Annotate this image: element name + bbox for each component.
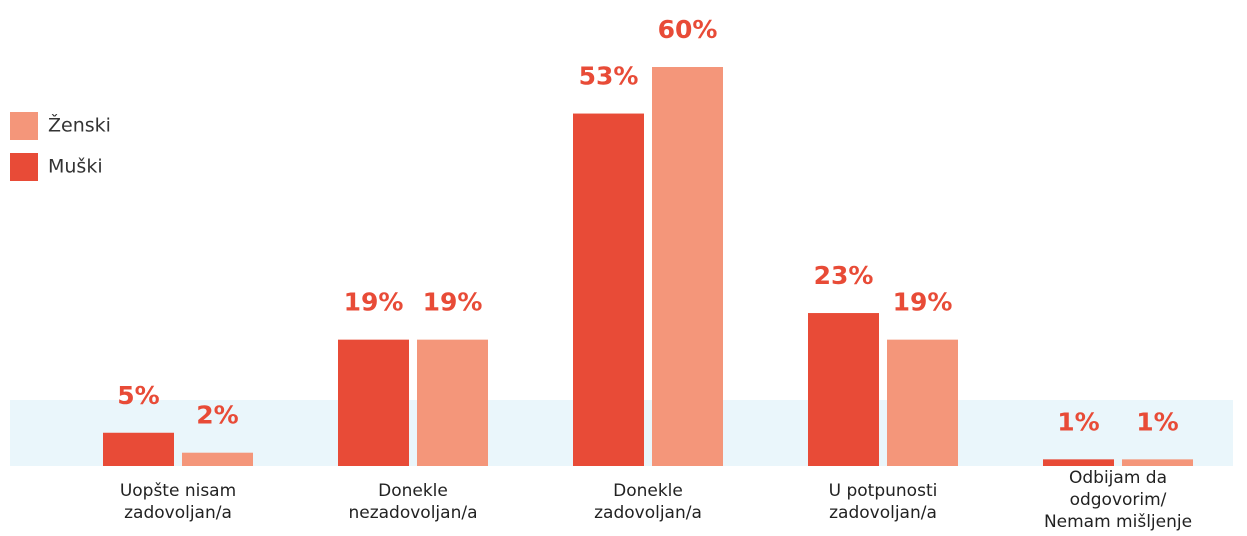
bar [338, 339, 409, 466]
bar [652, 67, 723, 466]
x-tick-label: Donekle zadovoljan/a [594, 481, 702, 523]
bar [573, 113, 644, 467]
value-label: 53% [579, 62, 639, 91]
value-label: 60% [658, 15, 718, 44]
legend-label: Ženski [48, 114, 111, 137]
value-label: 19% [893, 288, 953, 317]
legend-swatch [10, 153, 38, 181]
bar [887, 339, 958, 466]
bar [417, 339, 488, 466]
bar [1122, 459, 1193, 466]
value-label: 19% [344, 288, 404, 317]
bar [182, 452, 253, 466]
x-tick-label: Donekle nezadovoljan/a [348, 481, 478, 523]
x-tick-label: Odbijam da odgovorim/ Nemam mišljenje [1043, 468, 1193, 532]
legend-swatch [10, 112, 38, 140]
value-label: 23% [814, 261, 874, 290]
value-label: 2% [196, 401, 238, 430]
legend-label: Muški [48, 156, 103, 178]
value-label: 19% [423, 288, 483, 317]
x-tick-label: U potpunosti zadovoljan/a [828, 481, 938, 523]
bar [1043, 459, 1114, 466]
x-tick-label: Uopšte nisam zadovoljan/a [119, 481, 237, 523]
value-label: 5% [117, 381, 159, 410]
bar [808, 313, 879, 466]
bar [103, 432, 174, 466]
value-label: 1% [1136, 407, 1178, 436]
value-label: 1% [1057, 407, 1099, 436]
